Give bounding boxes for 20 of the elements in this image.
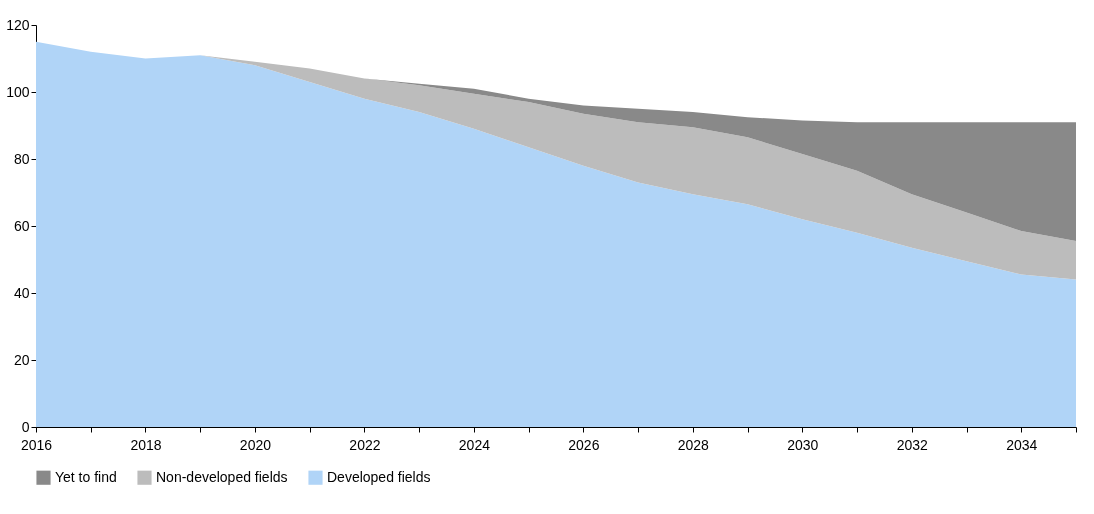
x-tick-label: 2026 xyxy=(568,436,600,453)
x-tick-label: 2034 xyxy=(1006,436,1038,453)
legend-label: Developed fields xyxy=(327,468,431,485)
x-tick-label: 2028 xyxy=(677,436,710,453)
x-tick-label: 2024 xyxy=(458,436,491,453)
y-tick-label: 0 xyxy=(21,418,30,435)
legend-label: Yet to find xyxy=(55,468,117,485)
x-tick-label: 2018 xyxy=(130,436,162,453)
y-tick-label: 100 xyxy=(6,83,30,100)
x-tick-label: 2022 xyxy=(349,436,381,453)
x-tick-label: 2030 xyxy=(787,436,819,453)
x-tick-label: 2016 xyxy=(20,436,53,453)
x-tick-label: 2020 xyxy=(239,436,272,453)
legend-label: Non-developed fields xyxy=(156,468,288,485)
y-tick-label: 80 xyxy=(13,150,30,167)
y-tick-label: 120 xyxy=(6,16,30,33)
x-tick-label: 2032 xyxy=(896,436,929,453)
y-tick-label: 40 xyxy=(13,284,30,301)
y-tick-label: 20 xyxy=(13,351,30,368)
y-tick-label: 60 xyxy=(13,217,30,234)
